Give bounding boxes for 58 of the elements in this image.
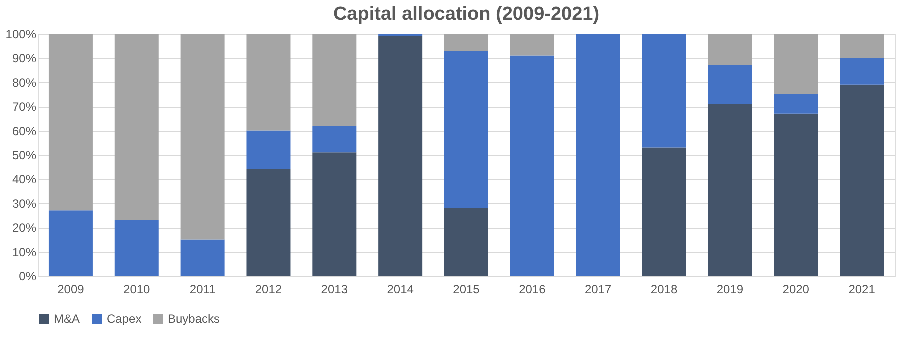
bar	[510, 34, 554, 56]
bar	[312, 126, 357, 153]
bar	[708, 34, 752, 66]
x-tick-label: 2012	[255, 282, 282, 296]
y-tick-label: 90%	[12, 52, 37, 66]
chart-title: Capital allocation (2009-2021)	[333, 4, 600, 25]
bar	[48, 34, 93, 211]
bar	[246, 130, 291, 170]
y-tick-label: 10%	[12, 245, 37, 260]
x-tick-label: 2019	[716, 282, 744, 296]
bar	[840, 84, 884, 276]
y-tick-label: 30%	[12, 196, 37, 211]
bar	[312, 152, 357, 276]
y-tick-label: 80%	[12, 76, 37, 90]
bar	[774, 34, 818, 94]
legend-label: Capex	[107, 312, 142, 326]
bar	[180, 240, 225, 276]
y-tick-label: 60%	[12, 124, 37, 138]
x-tick-label: 2014	[387, 282, 414, 296]
y-tick-label: 70%	[12, 100, 37, 114]
bar	[642, 34, 686, 148]
x-tick-label: 2013	[321, 282, 348, 296]
x-tick-label: 2021	[848, 282, 876, 296]
x-tick-label: 2015	[453, 282, 480, 296]
x-tick-label: 2011	[190, 282, 216, 296]
y-tick-label: 40%	[12, 172, 37, 187]
x-tick-label: 2017	[584, 282, 612, 296]
bar	[642, 148, 686, 276]
y-tick-label: 20%	[12, 221, 37, 236]
bar	[246, 34, 291, 131]
bar	[708, 104, 752, 276]
bar	[246, 170, 291, 276]
y-tick-label: 0%	[19, 270, 37, 284]
x-tick-label: 2009	[58, 282, 85, 296]
bar	[576, 34, 620, 276]
bar	[774, 94, 818, 114]
bar	[312, 34, 357, 126]
legend-label: M&A	[54, 312, 80, 326]
bar	[774, 114, 818, 276]
bar	[180, 34, 225, 240]
bar	[378, 36, 423, 276]
bar	[840, 58, 884, 85]
bar	[510, 56, 554, 276]
bar	[708, 65, 752, 104]
bar	[48, 210, 93, 276]
x-tick-label: 2010	[124, 282, 151, 296]
legend-label: Buybacks	[168, 312, 220, 326]
x-tick-label: 2018	[650, 282, 678, 296]
bar	[114, 34, 159, 220]
y-tick-label: 50%	[12, 148, 37, 162]
bar	[444, 50, 488, 208]
x-tick-label: 2016	[519, 282, 546, 296]
bar	[114, 220, 159, 276]
bar	[840, 34, 884, 58]
x-tick-label: 2020	[782, 282, 810, 296]
bar	[444, 208, 488, 276]
bar	[444, 34, 488, 51]
y-tick-label: 100%	[6, 28, 37, 42]
